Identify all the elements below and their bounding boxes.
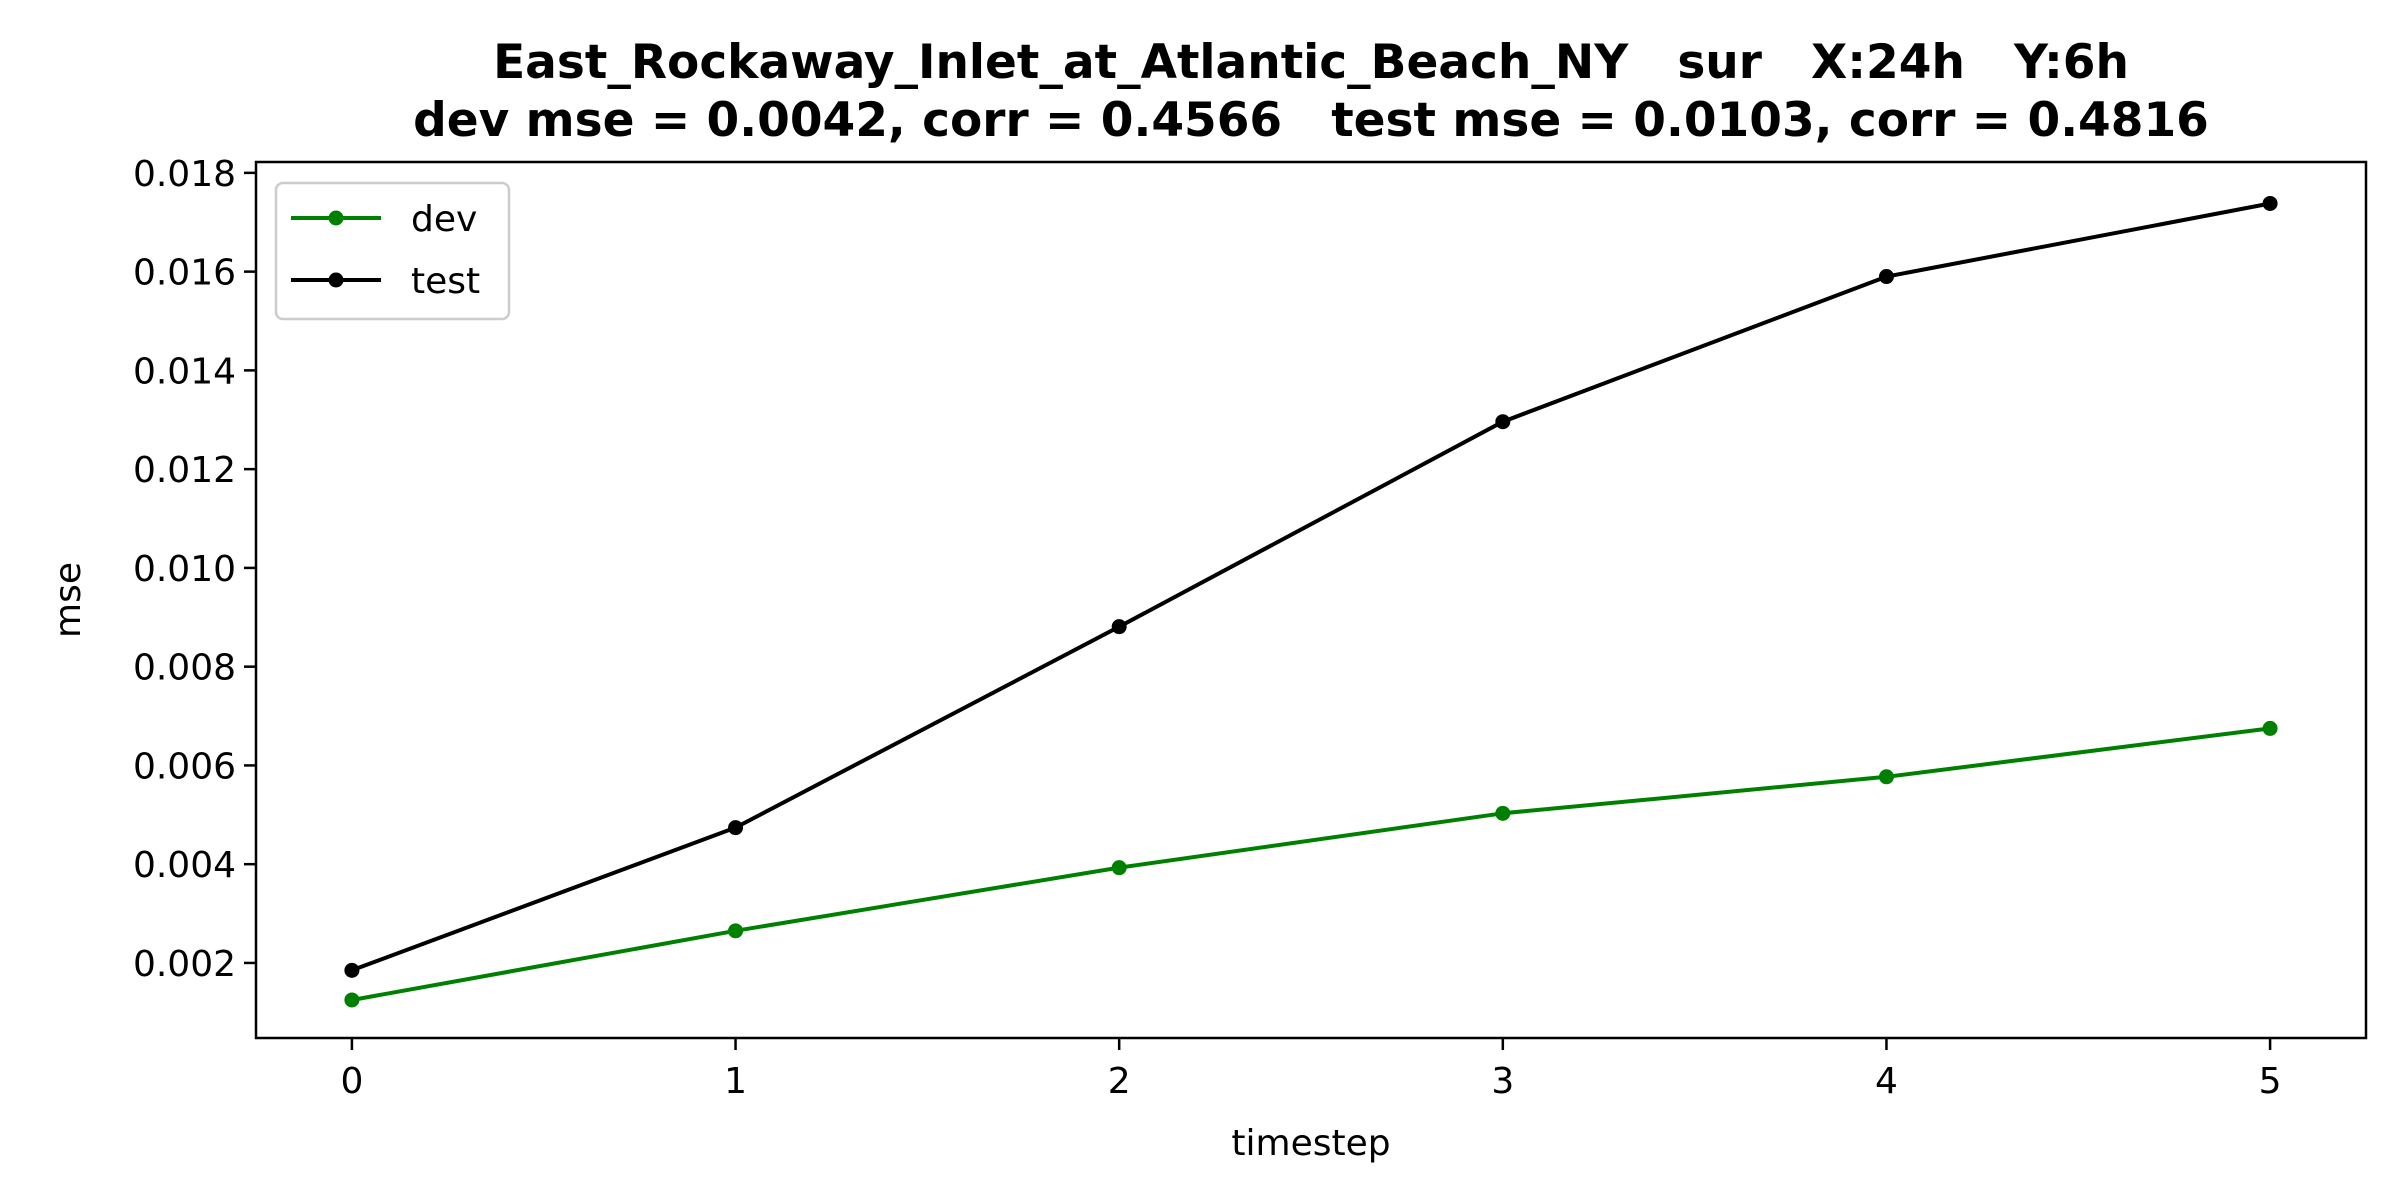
- legend-label-test: test: [411, 261, 480, 302]
- x-tick-label: 2: [1108, 1061, 1131, 1102]
- y-tick-label: 0.008: [133, 648, 236, 689]
- x-axis-label: timestep: [1231, 1123, 1390, 1164]
- x-tick-label: 1: [724, 1061, 747, 1102]
- data-point-test: [1495, 414, 1511, 430]
- series-line-dev: [351, 726, 2271, 1002]
- legend-marker-dev: [328, 210, 344, 226]
- data-point-dev: [1495, 805, 1511, 821]
- y-tick-label: 0.018: [133, 154, 236, 195]
- data-point-dev: [1111, 860, 1127, 876]
- data-point-test: [344, 962, 360, 978]
- data-point-test: [728, 820, 744, 836]
- chart-title-line-1: East_Rockaway_Inlet_at_Atlantic_Beach_NY…: [493, 35, 2129, 90]
- x-tick-label: 4: [1875, 1061, 1898, 1102]
- y-axis-label: mse: [48, 562, 89, 638]
- data-point-dev: [1878, 769, 1894, 785]
- y-tick-label: 0.016: [133, 253, 236, 294]
- x-tick-label: 5: [2259, 1061, 2282, 1102]
- series-line-test: [351, 201, 2271, 973]
- data-point-test: [1111, 619, 1127, 635]
- plot-area-frame: [254, 160, 2368, 1040]
- x-tick-label: 3: [1491, 1061, 1514, 1102]
- data-point-test: [1878, 269, 1894, 285]
- y-tick-label: 0.010: [133, 549, 236, 590]
- legend-label-dev: dev: [411, 199, 477, 240]
- y-tick-label: 0.002: [133, 944, 236, 985]
- legend-marker-test: [328, 272, 344, 288]
- y-tick-label: 0.004: [133, 845, 236, 886]
- x-axis-ticks: 0 1 2 3 4 5: [340, 1038, 2282, 1102]
- chart-title-line-2: dev mse = 0.0042, corr = 0.4566 test mse…: [413, 93, 2209, 148]
- y-tick-label: 0.006: [133, 746, 236, 787]
- x-tick-label: 0: [340, 1061, 363, 1102]
- plot-series: [344, 195, 2278, 1008]
- data-point-dev: [2262, 720, 2278, 736]
- data-point-dev: [728, 923, 744, 939]
- data-point-dev: [344, 992, 360, 1008]
- y-tick-label: 0.012: [133, 450, 236, 491]
- data-point-test: [2262, 195, 2278, 211]
- legend: dev test: [274, 181, 511, 321]
- y-tick-label: 0.014: [133, 351, 236, 392]
- y-axis-ticks: 0.002 0.004 0.006 0.008 0.010 0.012 0.014 0.016…: [133, 154, 256, 985]
